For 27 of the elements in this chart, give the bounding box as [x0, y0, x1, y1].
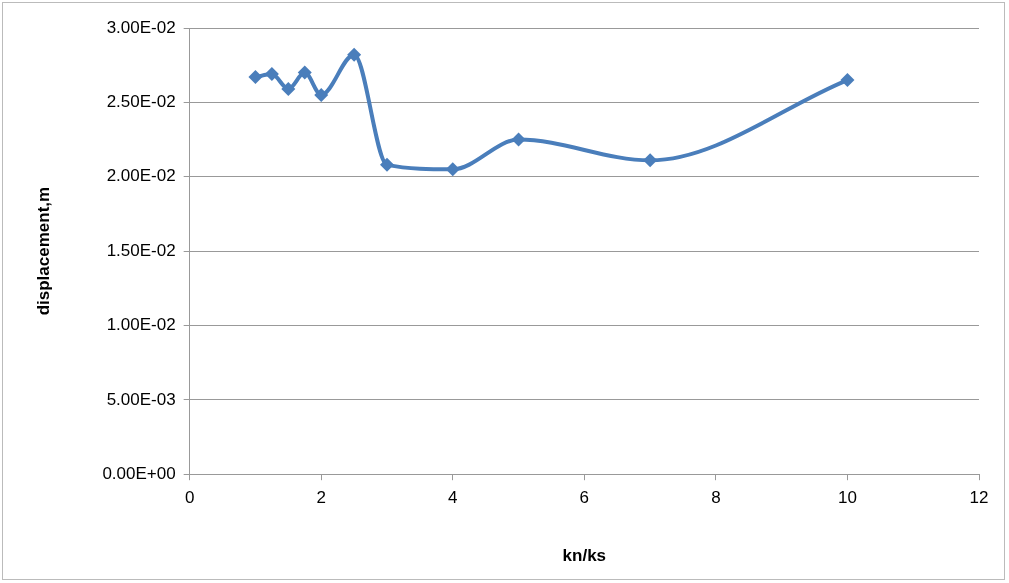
x-tick-label: 2	[316, 488, 326, 508]
y-tick-label: 2.00E-02	[106, 166, 176, 186]
point	[511, 132, 526, 147]
x-tick-label: 12	[969, 488, 989, 508]
y-tick-label: 1.00E-02	[106, 315, 176, 335]
point	[643, 153, 658, 168]
x-tick-label: 10	[837, 488, 857, 508]
y-tick-label: 5.00E-03	[106, 389, 176, 409]
point	[281, 81, 296, 96]
x-tick-label: 0	[184, 488, 195, 508]
point	[297, 65, 312, 80]
x-axis-title: kn/ks	[562, 546, 607, 566]
y-axis-title: displacement,m	[33, 186, 53, 316]
point	[314, 87, 329, 102]
x-tick-label: 4	[448, 488, 458, 508]
y-tick-label: 2.50E-02	[106, 92, 176, 112]
point	[380, 157, 394, 172]
point	[445, 162, 460, 177]
x-tick-label: 6	[579, 488, 590, 508]
point	[840, 73, 855, 88]
y-tick-label: 3.00E-02	[106, 17, 176, 37]
y-tick-label: 1.50E-02	[106, 240, 176, 260]
x-tick-label: 8	[711, 488, 721, 508]
point	[347, 47, 362, 62]
point	[248, 70, 263, 85]
point	[264, 67, 279, 82]
y-tick-label: 0.00E+00	[102, 463, 176, 483]
